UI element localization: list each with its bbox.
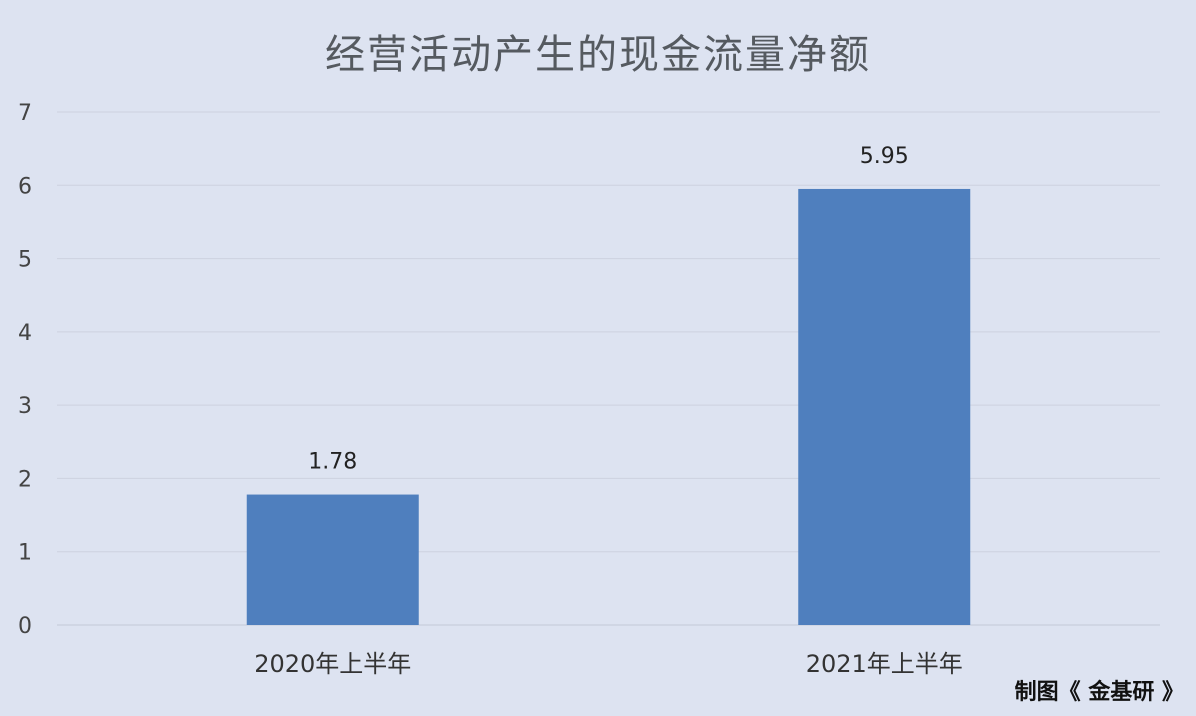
y-tick-label: 0 <box>18 614 32 639</box>
data-label: 1.78 <box>308 450 357 475</box>
y-tick-label: 1 <box>18 541 32 566</box>
chart-title: 经营活动产生的现金流量净额 <box>325 32 871 78</box>
x-tick-label: 2021年上半年 <box>806 650 963 678</box>
y-tick-label: 3 <box>18 394 32 419</box>
y-tick-label: 4 <box>18 321 32 346</box>
bar <box>246 494 419 625</box>
y-tick-label: 5 <box>18 248 32 273</box>
y-tick-label: 2 <box>18 467 32 492</box>
bar <box>798 188 971 625</box>
y-tick-label: 6 <box>18 174 32 199</box>
y-tick-label: 7 <box>18 101 32 126</box>
data-label: 5.95 <box>860 144 909 169</box>
x-tick-label: 2020年上半年 <box>254 650 411 678</box>
credit-text: 制图《 金基研 》 <box>1014 680 1184 705</box>
